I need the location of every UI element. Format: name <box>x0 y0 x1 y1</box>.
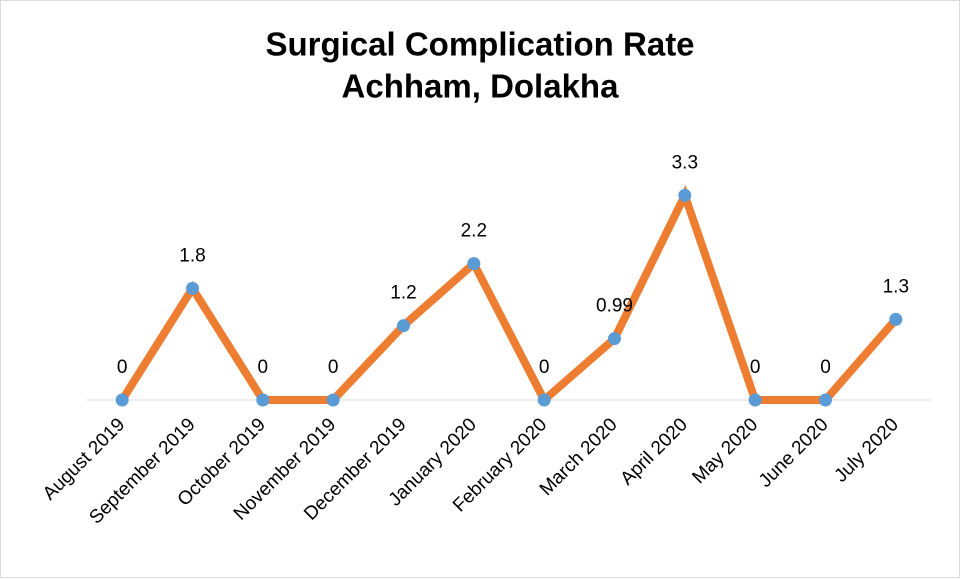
marker <box>537 393 551 407</box>
marker <box>256 393 270 407</box>
chart-title: Surgical Complication Rate <box>265 26 694 63</box>
data-label: 0 <box>117 357 128 378</box>
data-label: 0 <box>750 357 761 378</box>
data-label: 1.8 <box>179 245 205 266</box>
marker <box>326 393 340 407</box>
marker <box>678 188 692 202</box>
data-label: 1.3 <box>883 276 909 297</box>
data-label: 0 <box>820 357 831 378</box>
data-label: 0 <box>258 357 269 378</box>
marker <box>467 257 481 271</box>
marker <box>115 393 129 407</box>
marker <box>397 319 410 333</box>
data-label: 2.2 <box>461 221 487 242</box>
data-label: 1.2 <box>390 283 416 304</box>
marker <box>186 281 199 295</box>
line <box>118 184 899 407</box>
marker <box>819 393 832 407</box>
data-label: 0 <box>539 357 550 378</box>
marker <box>608 332 621 346</box>
data-label: 3.3 <box>672 152 698 173</box>
data-label: 0 <box>328 357 339 378</box>
data-label: 0.99 <box>596 296 633 317</box>
marker <box>889 312 903 326</box>
marker <box>748 393 762 407</box>
chart-title: Achham, Dolakha <box>342 68 620 105</box>
